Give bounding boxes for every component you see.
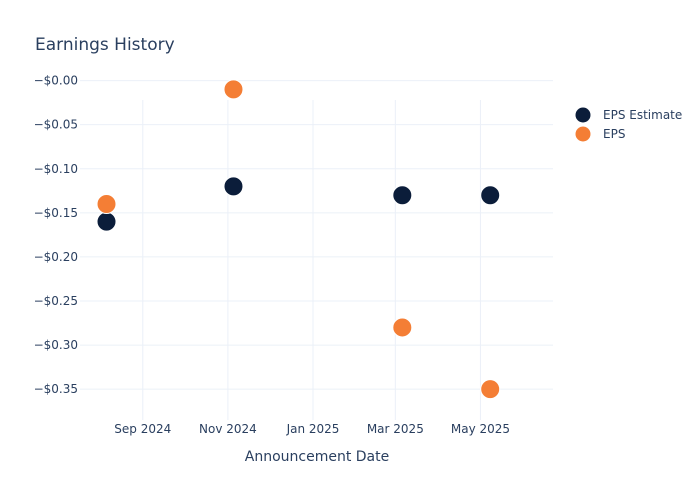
legend[interactable]: EPS Estimate EPS <box>575 107 683 142</box>
x-tick-label: Sep 2024 <box>114 422 171 436</box>
y-tick-label: −$0.20 <box>34 250 78 264</box>
y-axis-ticks: −$0.00 −$0.05 −$0.10 −$0.15 −$0.20 −$0.25 −$0.… <box>34 74 78 397</box>
x-axis-title: Announcement Date <box>245 449 389 465</box>
series-layer <box>96 79 501 400</box>
data-point-eps[interactable] <box>480 379 501 400</box>
x-tick-label: Nov 2024 <box>199 422 257 436</box>
legend-label-eps-estimate: EPS Estimate <box>603 108 682 122</box>
series-eps-estimate <box>96 176 501 232</box>
x-tick-label: Jan 2025 <box>286 422 340 436</box>
legend-item-eps-estimate[interactable]: EPS Estimate <box>575 107 683 123</box>
data-point-eps-estimate[interactable] <box>223 176 244 197</box>
y-gridlines <box>80 80 553 390</box>
legend-item-eps[interactable]: EPS <box>575 126 626 142</box>
x-axis-ticks: Sep 2024 Nov 2024 Jan 2025 Mar 2025 May 2025 <box>114 422 510 436</box>
data-point-eps-estimate[interactable] <box>96 211 117 232</box>
y-tick-label: −$0.05 <box>34 118 78 132</box>
y-tick-label: −$0.15 <box>34 206 78 220</box>
x-tick-label: Mar 2025 <box>367 422 424 436</box>
chart-title: Earnings History <box>35 35 175 55</box>
y-tick-label: −$0.10 <box>34 162 78 176</box>
y-tick-label: −$0.00 <box>34 74 78 88</box>
y-tick-label: −$0.35 <box>34 382 78 396</box>
x-gridlines <box>142 100 481 420</box>
x-tick-label: May 2025 <box>451 422 510 436</box>
y-tick-label: −$0.30 <box>34 338 78 352</box>
legend-marker-eps <box>575 126 591 142</box>
data-point-eps[interactable] <box>96 194 117 215</box>
legend-marker-eps-estimate <box>575 107 591 123</box>
y-tick-label: −$0.25 <box>34 294 78 308</box>
data-point-eps[interactable] <box>392 317 413 338</box>
series-eps <box>96 79 501 400</box>
data-point-eps[interactable] <box>223 79 244 100</box>
legend-label-eps: EPS <box>603 127 625 141</box>
data-point-eps-estimate[interactable] <box>392 185 413 206</box>
data-point-eps-estimate[interactable] <box>480 185 501 206</box>
